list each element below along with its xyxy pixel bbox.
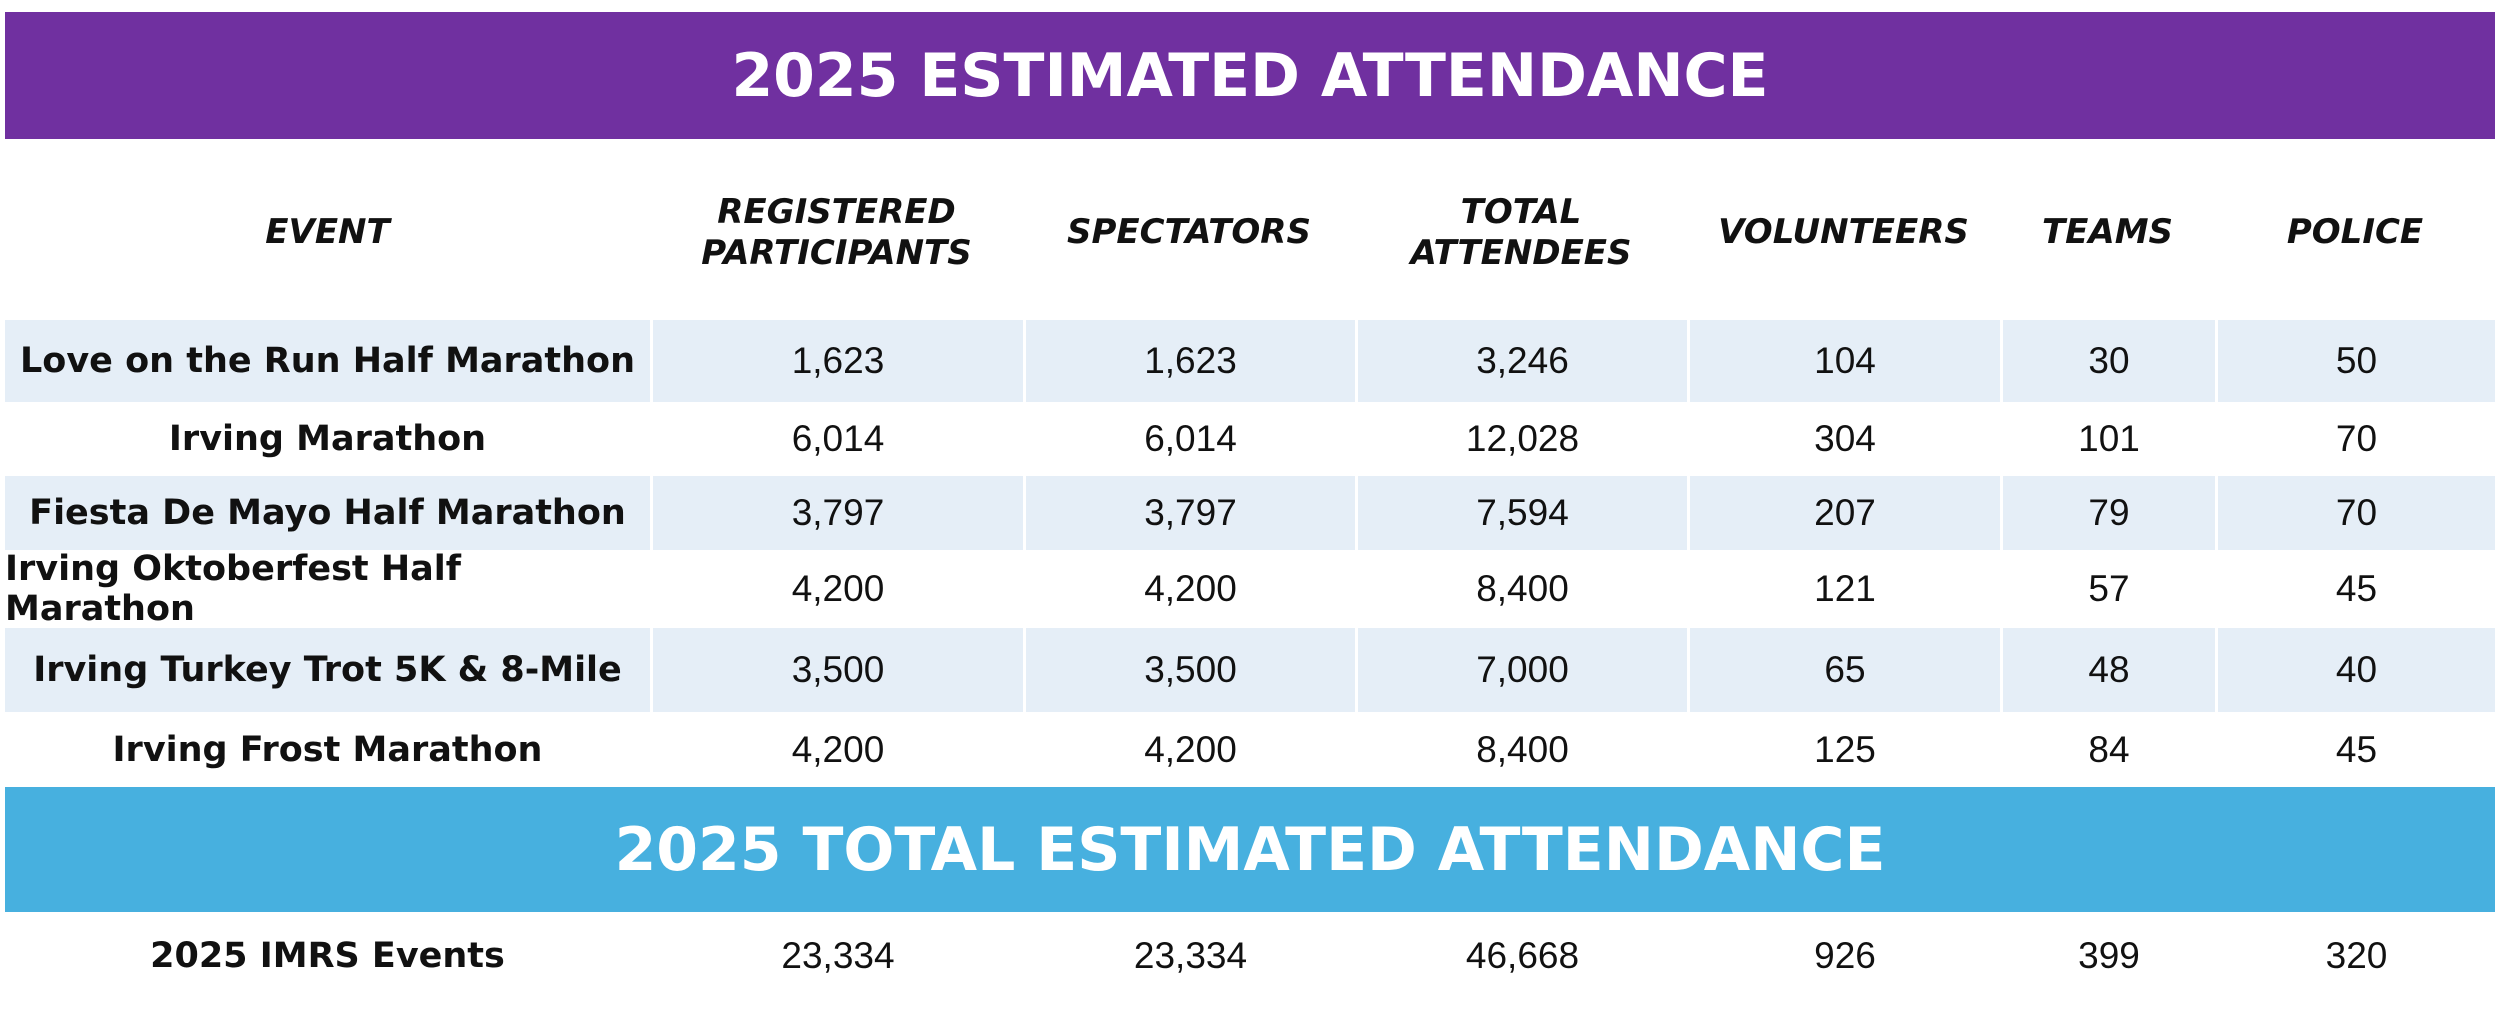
event-name-cell: Irving Turkey Trot 5K & 8-Mile [5, 628, 650, 712]
totals-row: 2025 IMRS Events 23,334 23,334 46,668 926 399… [5, 912, 2495, 1000]
teams-cell: 84 [2088, 728, 2130, 770]
table-row: Love on the Run Half Marathon 1,623 1,623 3… [5, 320, 2495, 402]
registered-participants-cell: 4,200 [791, 568, 885, 609]
column-header-line: VOLUNTEERS [1718, 212, 1969, 252]
table-row: Irving Oktoberfest Half Marathon 4,200 4,2… [5, 549, 2495, 629]
volunteers-cell: 125 [1814, 728, 1876, 770]
registered-participants-cell: 23,334 [781, 935, 895, 976]
column-header-line: TEAMS [2041, 212, 2174, 252]
registered-participants-cell: 3,500 [653, 628, 1023, 712]
spectators-cell: 6,014 [1144, 418, 1237, 459]
event-name-cell: Irving Frost Marathon [112, 729, 543, 770]
column-header-spectators: SPECTATORS [1023, 150, 1355, 315]
volunteers-cell: 121 [1814, 568, 1876, 609]
column-header-line: TOTAL [1460, 191, 1582, 232]
police-cell: 70 [2335, 418, 2378, 459]
total-attendees-cell: 7,594 [1358, 476, 1687, 550]
registered-participants-cell: 4,200 [791, 728, 885, 770]
column-header-total-attendees: TOTAL ATTENDEES [1355, 150, 1687, 315]
column-header-line: SPECTATORS [1067, 212, 1311, 252]
registered-participants-cell: 3,797 [653, 476, 1023, 550]
event-name-cell: 2025 IMRS Events [150, 936, 505, 976]
teams-cell: 399 [2078, 935, 2140, 976]
column-header-line: EVENT [265, 212, 390, 252]
event-name-cell: Irving Oktoberfest Half Marathon [5, 549, 461, 629]
table-row: Irving Turkey Trot 5K & 8-Mile 3,500 3,500… [5, 628, 2495, 712]
total-attendees-cell: 8,400 [1476, 568, 1569, 609]
registered-participants-cell: 6,014 [791, 418, 885, 459]
volunteers-cell: 304 [1814, 418, 1876, 459]
total-title: 2025 TOTAL ESTIMATED ATTENDANCE [614, 814, 1886, 885]
column-header-registered-participants: REGISTERED PARTICIPANTS [650, 150, 1023, 315]
spectators-cell: 3,500 [1026, 628, 1355, 712]
volunteers-cell: 207 [1690, 476, 2000, 550]
total-attendees-cell: 8,400 [1476, 728, 1569, 770]
page-title: 2025 ESTIMATED ATTENDANCE [731, 40, 1769, 111]
event-name-cell: Irving Marathon [168, 419, 487, 459]
police-cell: 45 [2335, 728, 2378, 770]
table-row: Irving Marathon 6,014 6,014 12,028 304 101 70 [5, 402, 2495, 476]
total-attendees-cell: 7,000 [1358, 628, 1687, 712]
police-cell: 50 [2218, 320, 2495, 402]
title-banner: 2025 ESTIMATED ATTENDANCE [5, 12, 2495, 139]
volunteers-cell: 926 [1814, 935, 1876, 976]
table-row: Fiesta De Mayo Half Marathon 3,797 3,797 7,… [5, 476, 2495, 550]
column-header-line: PARTICIPANTS [701, 232, 972, 273]
police-cell: 40 [2218, 628, 2495, 712]
column-header-line: REGISTERED [717, 191, 956, 232]
volunteers-cell: 65 [1690, 628, 2000, 712]
teams-cell: 48 [2003, 628, 2215, 712]
police-cell: 320 [2325, 935, 2388, 976]
total-attendees-cell: 3,246 [1358, 320, 1687, 402]
spectators-cell: 1,623 [1026, 320, 1355, 402]
column-header-event: EVENT [5, 150, 650, 315]
total-attendees-cell: 12,028 [1465, 418, 1580, 459]
event-name-cell: Love on the Run Half Marathon [5, 320, 650, 402]
column-header-police: POLICE [2215, 150, 2495, 315]
spectators-cell: 4,200 [1144, 568, 1237, 609]
registered-participants-cell: 1,623 [653, 320, 1023, 402]
teams-cell: 79 [2003, 476, 2215, 550]
spectators-cell: 23,334 [1133, 935, 1248, 976]
column-header-line: POLICE [2286, 212, 2424, 252]
spectators-cell: 3,797 [1026, 476, 1355, 550]
spectators-cell: 4,200 [1144, 728, 1237, 770]
volunteers-cell: 104 [1690, 320, 2000, 402]
teams-cell: 57 [2088, 568, 2130, 609]
teams-cell: 30 [2003, 320, 2215, 402]
teams-cell: 101 [2078, 418, 2140, 459]
total-attendees-cell: 46,668 [1465, 935, 1580, 976]
total-banner: 2025 TOTAL ESTIMATED ATTENDANCE [5, 787, 2495, 912]
column-header-teams: TEAMS [2000, 150, 2215, 315]
police-cell: 70 [2218, 476, 2495, 550]
column-header-line: ATTENDEES [1410, 232, 1632, 273]
column-header-volunteers: VOLUNTEERS [1687, 150, 2000, 315]
table-row: Irving Frost Marathon 4,200 4,200 8,400 125 8… [5, 712, 2495, 787]
event-name-cell: Fiesta De Mayo Half Marathon [5, 476, 650, 550]
police-cell: 45 [2335, 568, 2378, 609]
